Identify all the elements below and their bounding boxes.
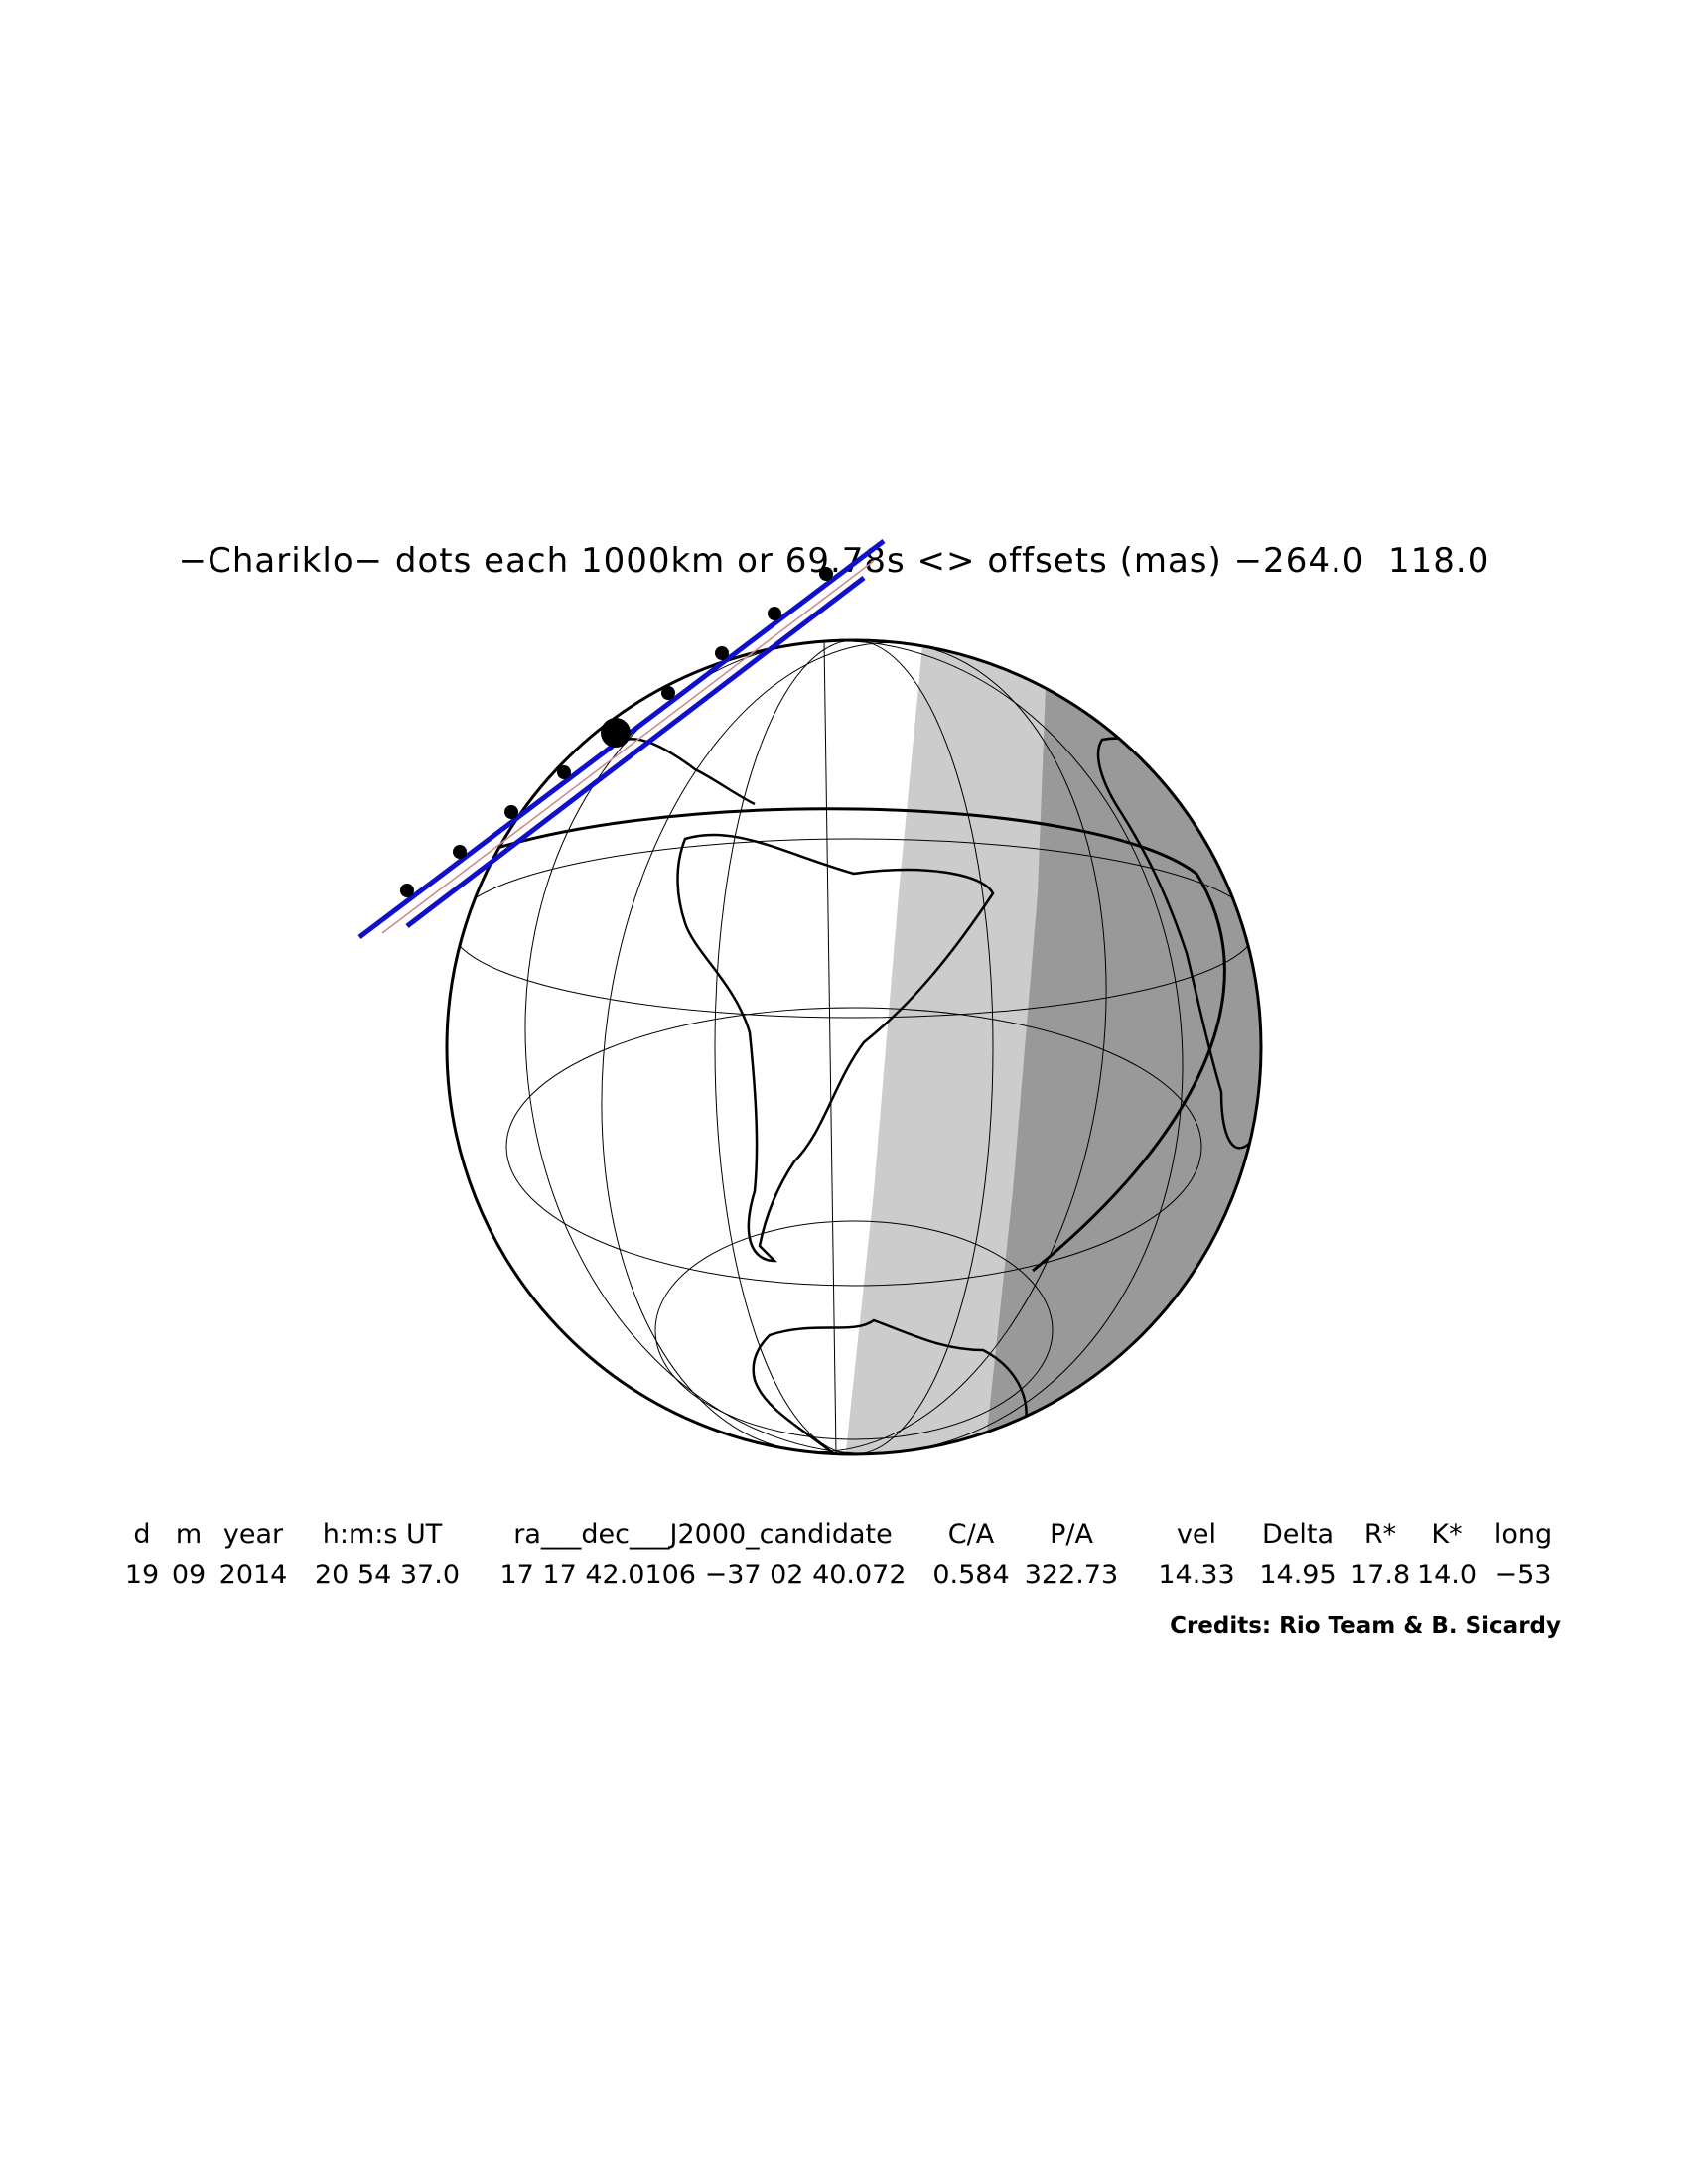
col-header-ca: C/A [947, 1519, 995, 1550]
col-header-delta: Delta [1261, 1519, 1335, 1550]
path-dot [715, 646, 729, 660]
col-value-kstar: 14.0 [1416, 1560, 1477, 1590]
globe-outline [445, 638, 1263, 1456]
closest-approach-dot [601, 718, 631, 748]
central-america [625, 737, 756, 806]
col-header-time: h:m:s UT [322, 1519, 443, 1550]
path-dots [400, 567, 833, 897]
col-header-vel: vel [1176, 1519, 1217, 1550]
col-value-year: 2014 [218, 1560, 288, 1590]
col-value-pa: 322.73 [1024, 1560, 1119, 1590]
col-header-radec: ra___dec___J2000_candidate [513, 1519, 893, 1550]
path-dot [557, 765, 571, 779]
path-south-limit [405, 576, 866, 928]
path-dot [453, 845, 467, 859]
col-value-delta: 14.95 [1259, 1560, 1336, 1590]
col-value-ca: 0.584 [932, 1560, 1010, 1590]
col-header-kstar: K* [1431, 1519, 1463, 1550]
col-header-pa: P/A [1050, 1519, 1093, 1550]
path-dot [661, 686, 675, 700]
col-header-rstar: R* [1363, 1519, 1397, 1550]
path-dot [400, 884, 414, 897]
col-value-rstar: 17.8 [1350, 1560, 1411, 1590]
shadow-boundary [451, 807, 1226, 1273]
path-dot [504, 805, 518, 819]
col-header-long: long [1493, 1519, 1553, 1550]
col-value-vel: 14.33 [1158, 1560, 1235, 1590]
col-value-m: 09 [171, 1560, 207, 1590]
col-value-long: −53 [1494, 1560, 1552, 1590]
col-value-time: 20 54 37.0 [315, 1560, 460, 1590]
col-value-d: 19 [124, 1560, 160, 1590]
path-dot [819, 567, 833, 581]
col-header-year: year [222, 1519, 284, 1550]
path-center-line [381, 560, 875, 934]
col-header-d: d [133, 1519, 151, 1550]
col-header-m: m [175, 1519, 203, 1550]
credits: Credits: Rio Team & B. Sicardy [1170, 1613, 1561, 1639]
south-america [676, 833, 995, 1263]
path-dot [768, 607, 781, 620]
chart-title: −Chariklo− dots each 1000km or 69.78s <>… [178, 541, 1490, 581]
col-value-radec: 17 17 42.0106 −37 02 40.072 [499, 1560, 907, 1590]
